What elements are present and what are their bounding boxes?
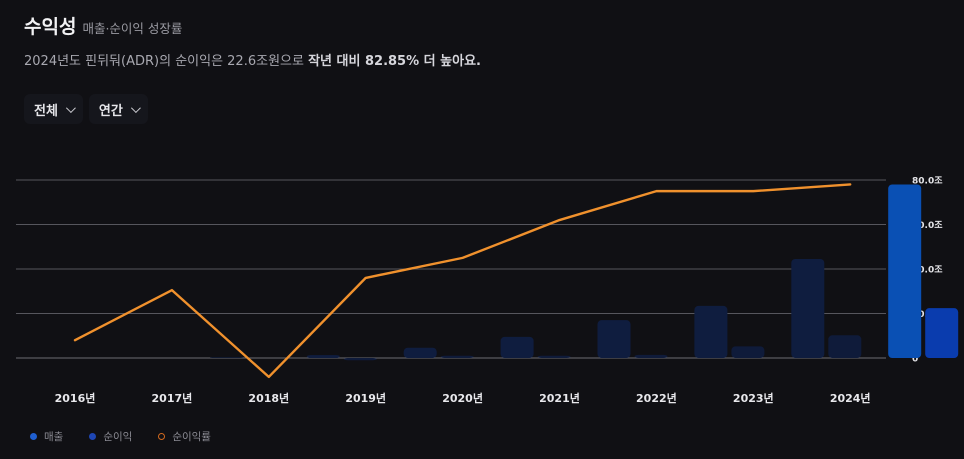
legend-label-net-income: 순이익: [103, 431, 133, 443]
bar-net-income: [634, 354, 668, 358]
x-tick-label: 2022년: [636, 391, 677, 405]
y-tick-label: 40.0조: [912, 265, 943, 276]
summary-highlight: 작년 대비 82.85% 더 높아요.: [308, 54, 481, 69]
x-tick-label: 2017년: [152, 391, 193, 405]
chevron-down-icon: [65, 102, 76, 113]
filter-period-label: 연간: [98, 103, 123, 119]
bar-net-income: [537, 355, 571, 358]
legend-item-revenue[interactable]: 매출: [30, 429, 63, 444]
bar-revenue: [403, 347, 437, 358]
x-tick-label: 2021년: [539, 391, 580, 405]
x-tick-label: 2018년: [248, 391, 289, 405]
x-tick-label: 2023년: [733, 391, 774, 405]
bar-revenue: [791, 258, 825, 358]
bar-net-income: [731, 346, 765, 358]
legend-item-net-income[interactable]: 순이익: [89, 429, 132, 444]
bar-revenue: [597, 320, 631, 358]
filter-scope-dropdown[interactable]: 전체: [24, 94, 83, 124]
header: 수익성 매출·순이익 성장률: [24, 12, 182, 39]
legend-dot-revenue: [30, 433, 37, 440]
bar-revenue: [500, 336, 534, 358]
summary-text: 2024년도 핀뒤둬(ADR)의 순이익은 22.6조원으로 작년 대비 82.…: [24, 50, 481, 69]
legend-label-revenue: 매출: [44, 431, 64, 443]
profitability-chart: 020.0조40.0조60.0조80.0조2016년2017년2018년2019…: [16, 176, 959, 405]
legend-ring-net-margin: [158, 433, 166, 440]
y-tick-label: 60.0조: [912, 220, 943, 231]
x-tick-label: 2019년: [345, 391, 386, 405]
filter-bar: 전체 연간: [24, 94, 148, 124]
chevron-down-icon: [130, 102, 141, 113]
x-tick-label: 2024년: [830, 391, 871, 405]
x-tick-label: 2020년: [442, 391, 483, 405]
page-subtitle: 매출·순이익 성장률: [82, 21, 183, 36]
filter-period-dropdown[interactable]: 연간: [88, 94, 148, 124]
y-tick-label: 0: [912, 355, 918, 365]
bar-revenue: [888, 184, 922, 358]
x-tick-label: 2016년: [55, 391, 96, 405]
line-net-margin: [73, 183, 852, 379]
bar-net-income: [343, 358, 377, 361]
bar-net-income: [828, 335, 862, 358]
legend-dot-net-income: [89, 433, 97, 440]
bar-net-income: [925, 308, 959, 358]
summary-prefix: 2024년도 핀뒤둬(ADR)의 순이익은 22.6조원으로: [24, 54, 309, 69]
legend-item-net-margin[interactable]: 순이익률: [158, 429, 211, 444]
bar-net-income: [440, 355, 474, 358]
chart-legend: 매출 순이익 순이익률: [30, 429, 211, 444]
legend-label-net-margin: 순이익률: [172, 431, 211, 443]
bar-revenue: [306, 355, 340, 358]
y-tick-label: 80.0조: [912, 176, 943, 187]
bar-revenue: [694, 305, 728, 358]
filter-scope-label: 전체: [34, 103, 58, 119]
bar-revenue: [209, 357, 243, 358]
page-title: 수익성: [24, 16, 77, 38]
